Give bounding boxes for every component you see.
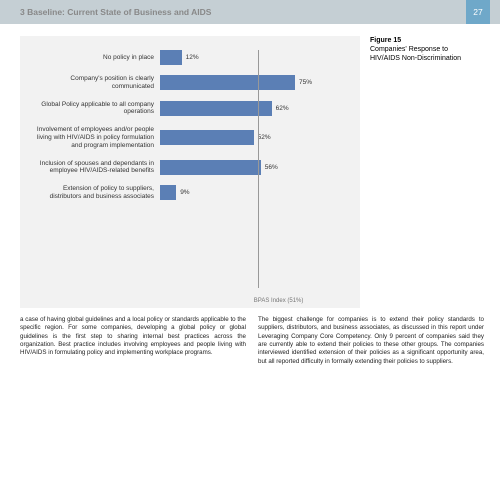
header-title: 3 Baseline: Current State of Business an… bbox=[20, 7, 211, 17]
bar-wrap: 62% bbox=[160, 101, 350, 116]
body-text: a case of having global guidelines and a… bbox=[0, 308, 500, 366]
bar bbox=[160, 160, 261, 175]
bar bbox=[160, 50, 182, 65]
bar-value: 9% bbox=[180, 189, 189, 196]
bar-label: Global Policy applicable to all company … bbox=[30, 101, 160, 117]
page-header: 3 Baseline: Current State of Business an… bbox=[0, 0, 500, 24]
bar-row: Extension of policy to suppliers, distri… bbox=[30, 185, 350, 201]
bar-value: 75% bbox=[299, 79, 312, 86]
bar-chart: No policy in place 12% Company's position … bbox=[20, 36, 360, 308]
bar-value: 62% bbox=[276, 105, 289, 112]
bar-wrap: 9% bbox=[160, 185, 350, 200]
bar-wrap: 12% bbox=[160, 50, 350, 65]
index-line bbox=[258, 50, 259, 288]
bar bbox=[160, 130, 254, 145]
bar-row: Company's position is clearly communicat… bbox=[30, 75, 350, 91]
content-row: No policy in place 12% Company's position … bbox=[0, 24, 500, 308]
page-number: 27 bbox=[466, 0, 490, 24]
bar-row: Involvement of employees and/or people l… bbox=[30, 126, 350, 149]
bar-wrap: 56% bbox=[160, 160, 350, 175]
bar-row: Global Policy applicable to all company … bbox=[30, 101, 350, 117]
bar bbox=[160, 101, 272, 116]
figure-text: Companies' Response to HIV/AIDS Non-Disc… bbox=[370, 45, 465, 63]
index-label: BPAS Index (51%) bbox=[254, 298, 304, 304]
bar-label: Company's position is clearly communicat… bbox=[30, 75, 160, 91]
figure-number: Figure 15 bbox=[370, 36, 465, 45]
bar-wrap: 52% bbox=[160, 130, 350, 145]
bar-label: No policy in place bbox=[30, 54, 160, 62]
bar-value: 56% bbox=[265, 164, 278, 171]
bar-value: 12% bbox=[186, 54, 199, 61]
bar-label: Inclusion of spouses and dependants in e… bbox=[30, 160, 160, 176]
bar-label: Involvement of employees and/or people l… bbox=[30, 126, 160, 149]
bar-row: No policy in place 12% bbox=[30, 50, 350, 65]
bar-label: Extension of policy to suppliers, distri… bbox=[30, 185, 160, 201]
bar bbox=[160, 185, 176, 200]
bar-wrap: 75% bbox=[160, 75, 350, 90]
body-col-2: The biggest challenge for companies is t… bbox=[258, 316, 484, 366]
bar-value: 52% bbox=[258, 134, 271, 141]
figure-caption: Figure 15 Companies' Response to HIV/AID… bbox=[370, 36, 465, 308]
body-col-1: a case of having global guidelines and a… bbox=[20, 316, 246, 366]
bar-row: Inclusion of spouses and dependants in e… bbox=[30, 160, 350, 176]
bar bbox=[160, 75, 295, 90]
